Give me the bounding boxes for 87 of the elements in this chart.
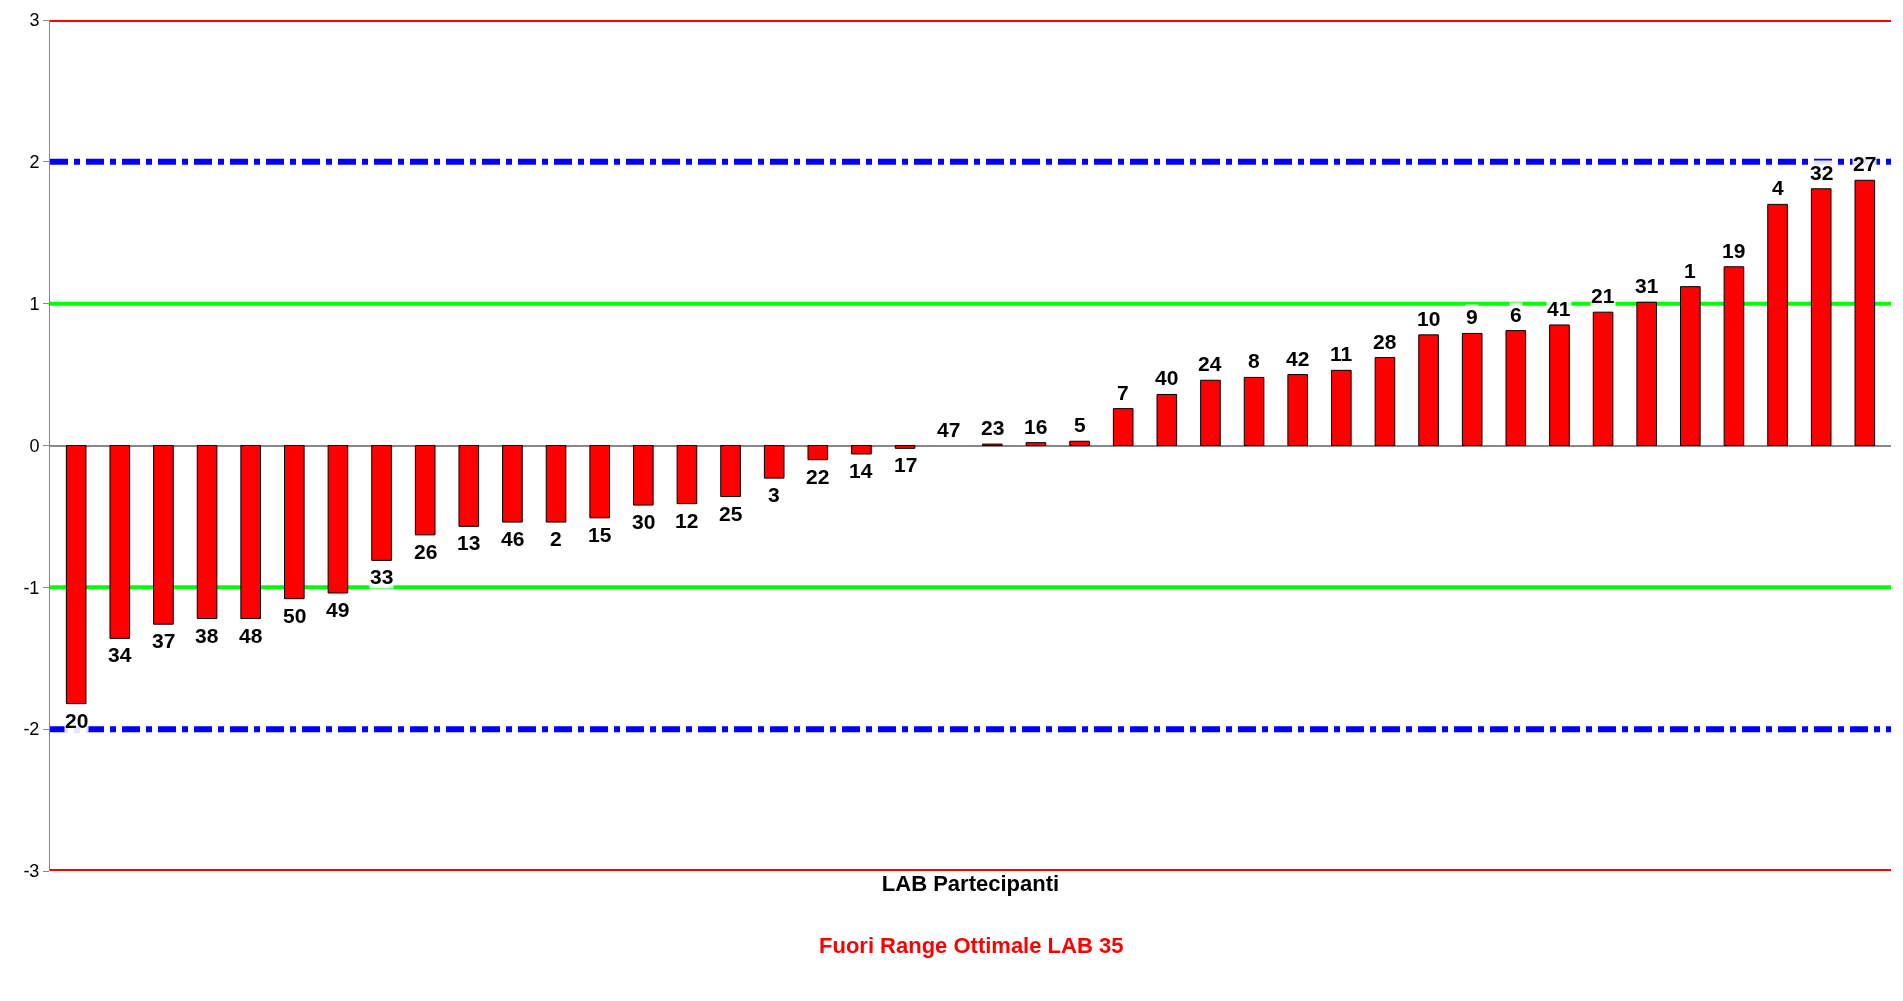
bar bbox=[458, 445, 480, 527]
x-tick-label: 16 bbox=[1024, 415, 1048, 438]
bar bbox=[589, 445, 610, 519]
bar bbox=[720, 445, 741, 498]
x-tick-label: 7 bbox=[1117, 381, 1129, 404]
x-tick-label: 8 bbox=[1248, 349, 1260, 372]
bar bbox=[371, 445, 392, 561]
bar bbox=[1243, 376, 1265, 446]
bar bbox=[1112, 408, 1134, 446]
x-tick-label: 15 bbox=[588, 523, 612, 546]
bar bbox=[1723, 266, 1745, 446]
bar bbox=[851, 445, 872, 455]
x-tick-label: 11 bbox=[1330, 342, 1353, 365]
x-tick-label: 26 bbox=[414, 540, 438, 563]
bar bbox=[1200, 379, 1221, 446]
bar bbox=[1505, 330, 1527, 446]
bar bbox=[1810, 188, 1832, 446]
bar bbox=[1069, 440, 1090, 446]
x-tick-label: 6 bbox=[1510, 303, 1522, 326]
x-tick-label: 34 bbox=[108, 643, 132, 666]
bar bbox=[632, 445, 654, 506]
bar bbox=[109, 445, 131, 639]
x-tick-label: 41 bbox=[1547, 297, 1571, 320]
bar bbox=[153, 445, 174, 625]
bar bbox=[1461, 332, 1483, 446]
y-tick-label: -1 bbox=[23, 577, 40, 598]
x-axis-title: LAB Partecipanti bbox=[881, 870, 1060, 896]
x-tick-label: 32 bbox=[1810, 161, 1834, 184]
bar bbox=[545, 445, 567, 523]
bar bbox=[807, 445, 829, 461]
x-tick-label: 23 bbox=[981, 416, 1005, 439]
x-tick-label: 46 bbox=[501, 527, 525, 550]
x-tick-label: 20 bbox=[65, 709, 89, 732]
bar bbox=[1854, 179, 1876, 446]
x-tick-label: 40 bbox=[1155, 366, 1179, 389]
bar bbox=[1418, 334, 1439, 446]
y-tick-label: -3 bbox=[23, 861, 40, 882]
x-tick-label: 9 bbox=[1466, 305, 1478, 328]
y-tick-label: -2 bbox=[23, 719, 40, 740]
text: Fuori Range Ottimale LAB 35 bbox=[819, 933, 1124, 958]
bar bbox=[1636, 301, 1658, 446]
bar bbox=[414, 445, 436, 536]
x-tick-label: 5 bbox=[1074, 413, 1086, 436]
bar bbox=[65, 445, 87, 705]
bar bbox=[763, 445, 785, 479]
bar bbox=[1592, 311, 1614, 446]
x-tick-label: 33 bbox=[370, 565, 394, 588]
bar bbox=[502, 445, 523, 523]
bar bbox=[1156, 393, 1178, 446]
x-tick-label: 12 bbox=[675, 509, 699, 532]
x-tick-label: 19 bbox=[1722, 239, 1746, 262]
bar bbox=[1680, 286, 1701, 446]
bar bbox=[1331, 369, 1352, 446]
bar bbox=[676, 445, 698, 505]
x-tick-label: 10 bbox=[1417, 307, 1441, 330]
bar bbox=[196, 445, 218, 620]
bar bbox=[283, 445, 305, 600]
x-tick-label: 4 bbox=[1772, 176, 1784, 199]
bar bbox=[327, 445, 349, 594]
x-tick-label: 38 bbox=[195, 624, 219, 647]
x-tick-label: 22 bbox=[806, 465, 830, 488]
y-tick-label: 0 bbox=[29, 435, 40, 456]
bar bbox=[1374, 357, 1396, 446]
x-tick-label: 17 bbox=[894, 453, 918, 476]
x-tick-label: 48 bbox=[239, 624, 263, 647]
bar bbox=[894, 445, 916, 449]
x-tick-label: 31 bbox=[1635, 274, 1659, 297]
x-tick-label: 14 bbox=[849, 459, 873, 482]
bar bbox=[1287, 374, 1309, 446]
x-tick-label: 49 bbox=[326, 598, 350, 621]
x-tick-label: 24 bbox=[1198, 352, 1222, 375]
bar bbox=[1025, 442, 1047, 446]
x-tick-label: 28 bbox=[1373, 330, 1397, 353]
x-tick-label: 50 bbox=[283, 604, 307, 627]
bar bbox=[240, 445, 261, 620]
x-tick-label: 2 bbox=[550, 527, 562, 550]
y-tick-label: 3 bbox=[29, 10, 40, 31]
bar bbox=[1767, 203, 1788, 446]
x-tick-label: 25 bbox=[719, 502, 743, 525]
x-tick-label: 13 bbox=[457, 531, 481, 554]
bar bbox=[1549, 324, 1570, 446]
x-tick-label: 37 bbox=[152, 629, 176, 652]
x-tick-label: 21 bbox=[1591, 284, 1615, 307]
x-tick-label: 30 bbox=[632, 510, 656, 533]
x-tick-label: 47 bbox=[937, 418, 961, 441]
x-tick-label: 27 bbox=[1853, 152, 1877, 175]
x-tick-label: 42 bbox=[1286, 347, 1310, 370]
